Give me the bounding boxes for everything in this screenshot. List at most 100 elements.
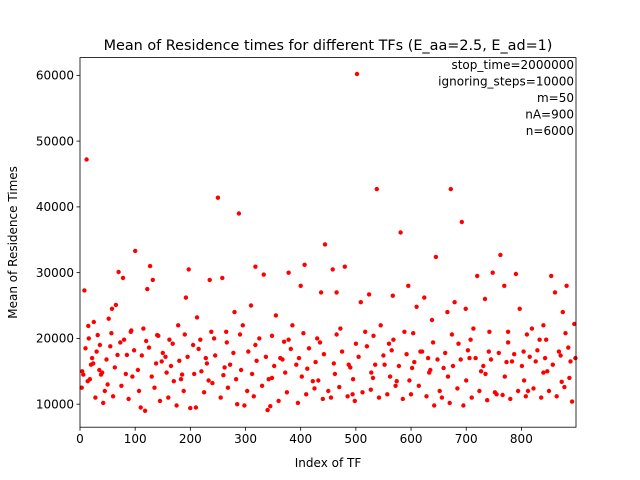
data-point	[492, 390, 498, 395]
data-point	[118, 340, 123, 345]
data-point	[411, 331, 416, 336]
data-point	[408, 392, 414, 397]
data-point	[527, 354, 532, 359]
y-axis-label: Mean of Residence Times	[6, 166, 20, 319]
data-point	[86, 336, 92, 341]
data-point	[179, 372, 185, 377]
data-point	[142, 408, 148, 413]
data-point	[366, 292, 372, 297]
data-point	[304, 392, 309, 397]
data-point	[286, 337, 291, 342]
data-point	[558, 353, 563, 358]
data-point	[198, 337, 203, 342]
data-point	[376, 395, 382, 400]
data-point	[385, 392, 390, 397]
data-point	[251, 394, 256, 399]
data-point	[166, 395, 171, 400]
data-point	[193, 405, 199, 410]
y-tick-label: 20000	[36, 332, 74, 346]
data-point	[236, 211, 242, 216]
data-point	[203, 355, 208, 361]
data-point	[81, 372, 86, 377]
data-point	[238, 367, 244, 373]
data-point	[183, 295, 189, 300]
data-point	[119, 383, 124, 388]
data-point	[443, 350, 448, 356]
data-points	[79, 71, 578, 413]
data-point	[160, 350, 165, 356]
data-point	[330, 267, 335, 272]
data-point	[404, 352, 409, 357]
data-point	[147, 263, 153, 269]
data-point	[210, 380, 215, 386]
data-point	[93, 395, 98, 400]
data-point	[370, 375, 376, 381]
data-point	[253, 264, 258, 269]
data-point	[363, 329, 368, 334]
data-point	[342, 264, 347, 269]
data-point	[102, 388, 108, 394]
data-point	[233, 377, 239, 382]
data-point	[513, 271, 519, 277]
data-point	[296, 355, 302, 361]
data-point	[387, 374, 393, 379]
data-point	[317, 340, 323, 345]
data-point	[500, 392, 505, 398]
data-point	[164, 370, 169, 375]
data-point	[334, 290, 339, 295]
data-point	[422, 295, 427, 300]
data-point	[259, 383, 265, 388]
data-point	[419, 349, 425, 354]
data-point	[477, 388, 482, 394]
data-point	[242, 403, 247, 408]
data-point	[468, 337, 473, 342]
data-point	[567, 375, 572, 381]
data-point	[525, 388, 531, 394]
data-point	[450, 363, 456, 369]
data-point	[153, 361, 159, 366]
data-point	[254, 358, 259, 363]
data-point	[131, 348, 137, 353]
data-point	[465, 348, 471, 353]
data-point	[389, 348, 394, 353]
data-point	[533, 359, 538, 364]
data-point	[482, 296, 488, 302]
data-point	[529, 326, 535, 331]
data-point	[400, 396, 405, 402]
data-point	[240, 323, 245, 328]
data-point	[393, 383, 398, 388]
data-point	[129, 328, 134, 333]
data-point	[406, 283, 411, 288]
data-point	[109, 331, 114, 336]
data-point	[171, 379, 176, 384]
data-point	[445, 309, 450, 315]
data-point	[106, 316, 111, 321]
data-point	[439, 395, 445, 400]
data-point	[209, 329, 214, 334]
data-point	[433, 254, 439, 260]
data-point	[544, 337, 549, 342]
data-point	[170, 341, 175, 346]
data-point	[176, 323, 181, 328]
data-point	[116, 269, 121, 275]
data-point	[541, 370, 546, 375]
data-point	[508, 396, 513, 402]
data-point	[478, 369, 484, 374]
data-point	[222, 365, 227, 370]
data-point	[381, 353, 386, 358]
data-point	[463, 306, 468, 311]
y-tick-label: 30000	[36, 266, 74, 280]
data-point	[475, 273, 480, 279]
data-point	[358, 300, 363, 305]
data-point	[502, 283, 507, 288]
data-point	[447, 400, 452, 406]
x-tick-label: 600	[400, 432, 423, 446]
data-point	[331, 361, 336, 366]
data-point	[79, 385, 84, 390]
data-point	[306, 346, 312, 351]
data-point	[461, 403, 466, 408]
data-point	[146, 345, 152, 350]
data-point	[224, 329, 229, 334]
data-point	[84, 157, 89, 162]
